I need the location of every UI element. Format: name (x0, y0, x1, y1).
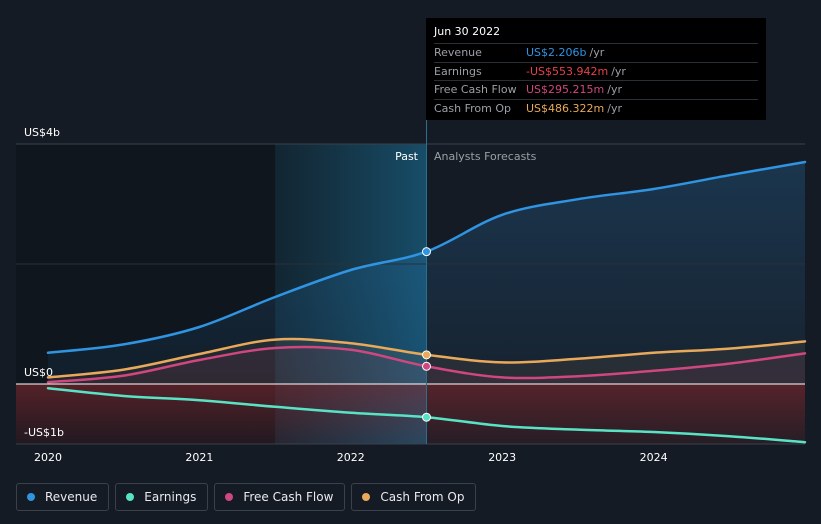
legend-label: Earnings (144, 490, 197, 504)
tooltip-label: Cash From Op (434, 101, 512, 115)
tooltip-value: -US$553.942m (526, 64, 609, 78)
tooltip-row-revenue: Revenue US$2.206b /yr (434, 43, 758, 62)
tooltip-unit: /yr (607, 83, 622, 97)
legend-item-revenue[interactable]: Revenue (16, 483, 110, 511)
legend-label: Revenue (45, 490, 98, 504)
marker-earnings (422, 412, 431, 422)
y-tick-label-neg1b: -US$1b (24, 426, 64, 439)
y-tick-label-0: US$0 (24, 366, 53, 379)
legend-item-cash-from-op[interactable]: Cash From Op (351, 483, 477, 511)
marker-free-cash-flow (422, 361, 431, 371)
tooltip-value: US$2.206b (526, 46, 587, 60)
tooltip: Jun 30 2022 Revenue US$2.206b /yr Earnin… (426, 18, 766, 120)
legend-dot-icon (126, 493, 135, 501)
x-tick-label: 2022 (337, 451, 365, 464)
x-tick-label: 2020 (34, 451, 62, 464)
marker-revenue (422, 247, 431, 257)
tooltip-row-free-cash-flow: Free Cash Flow US$295.215m /yr (434, 80, 758, 99)
y-tick-label-4b: US$4b (24, 126, 60, 139)
forecast-label: Analysts Forecasts (434, 150, 537, 163)
tooltip-unit: /yr (589, 46, 605, 60)
tooltip-value: US$486.322m (526, 101, 605, 115)
tooltip-unit: /yr (607, 101, 622, 115)
x-tick-label: 2023 (488, 451, 516, 464)
tooltip-row-cash-from-op: Cash From Op US$486.322m /yr (434, 98, 758, 118)
negative-area (16, 384, 805, 444)
legend: Revenue Earnings Free Cash Flow Cash Fro… (16, 483, 477, 511)
legend-dot-icon (27, 493, 35, 501)
legend-dot-icon (225, 493, 234, 501)
x-tick-label: 2024 (640, 451, 668, 464)
chart: US$4b US$0 -US$1b Past Analysts Forecast… (16, 120, 807, 464)
legend-item-free-cash-flow[interactable]: Free Cash Flow (214, 483, 346, 511)
x-tick-label: 2021 (185, 451, 213, 464)
tooltip-value: US$295.215m (526, 83, 605, 97)
legend-dot-icon (362, 493, 371, 501)
tooltip-row-earnings: Earnings -US$553.942m /yr (434, 61, 758, 81)
past-label: Past (395, 150, 419, 163)
legend-item-earnings[interactable]: Earnings (115, 483, 209, 511)
marker-cash-from-op (422, 350, 431, 360)
legend-label: Cash From Op (380, 490, 465, 504)
tooltip-unit: /yr (611, 64, 626, 78)
tooltip-label: Earnings (434, 64, 482, 78)
tooltip-date: Jun 30 2022 (434, 25, 501, 38)
tooltip-label: Revenue (434, 46, 482, 60)
tooltip-label: Free Cash Flow (434, 83, 517, 97)
legend-label: Free Cash Flow (243, 490, 334, 504)
